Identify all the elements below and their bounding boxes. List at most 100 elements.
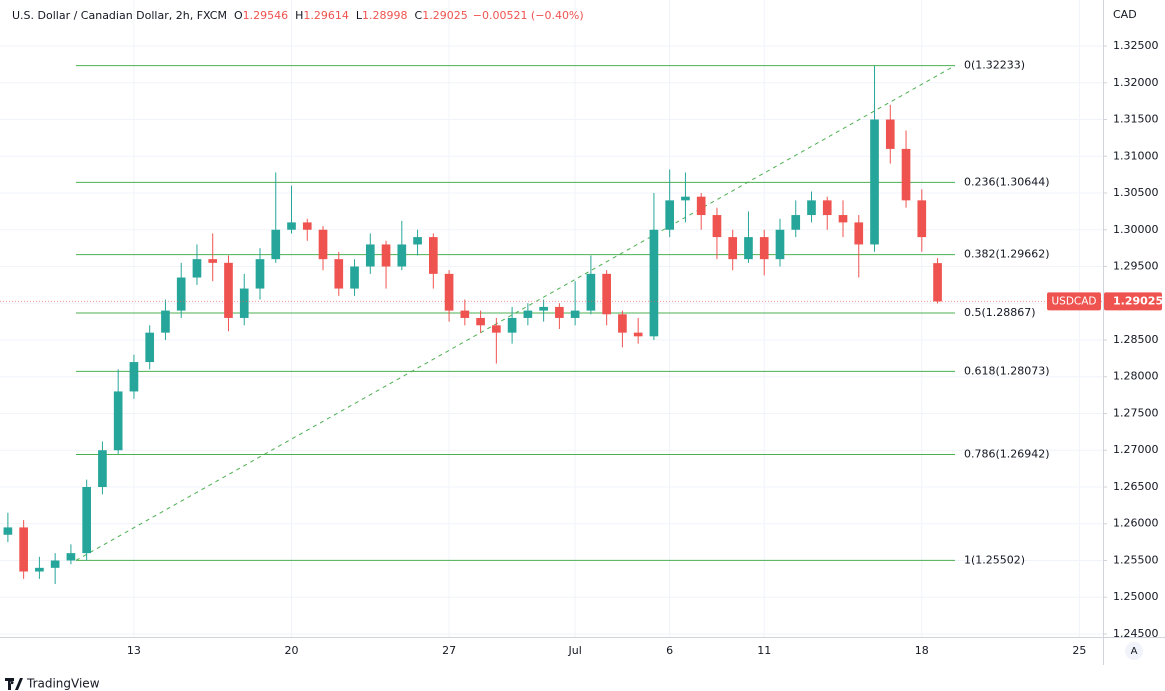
- x-tick-label: 6: [666, 644, 673, 657]
- legend-field-label: C: [415, 9, 423, 22]
- candle-body: [555, 306, 564, 318]
- y-tick-label: 1.26000: [1113, 517, 1159, 530]
- fib-level-label: 0.236(1.30644): [964, 175, 1050, 188]
- candle-body: [19, 527, 28, 572]
- candle-body: [681, 196, 690, 201]
- legend-header: U.S. Dollar / Canadian Dollar, 2h, FXCM O…: [12, 9, 584, 22]
- candle-body: [334, 259, 344, 289]
- candle-body: [302, 222, 312, 230]
- candle-body: [854, 222, 864, 245]
- y-tick-label: 1.32000: [1113, 76, 1159, 89]
- x-tick-label: Jul: [567, 644, 581, 657]
- price-tag-label: 1.29025: [1113, 294, 1163, 307]
- y-tick-label: 1.28500: [1113, 333, 1159, 346]
- candle-body: [728, 237, 738, 260]
- candle-body: [3, 527, 13, 535]
- y-tick-label: 1.30000: [1113, 223, 1159, 236]
- candle-body: [759, 237, 769, 260]
- candle-body: [507, 317, 517, 333]
- brand-logo[interactable]: [5, 678, 23, 690]
- fib-trend-line: [75, 65, 956, 561]
- candle-body: [271, 229, 281, 260]
- candle-body: [618, 314, 627, 333]
- candle-body: [318, 229, 328, 260]
- legend-field-value: 1.29614: [303, 9, 349, 22]
- x-tick-label: 18: [915, 644, 929, 657]
- legend-field-value: −0.00521 (−0.40%): [473, 9, 584, 22]
- y-tick-label: 1.27000: [1113, 443, 1159, 456]
- symbol-tag-label: USDCAD: [1051, 295, 1096, 307]
- y-tick-label: 1.28000: [1113, 370, 1159, 383]
- y-tick-label: 1.26500: [1113, 480, 1159, 493]
- legend-field-value: 1.29546: [243, 9, 289, 22]
- symbol-tag: [1047, 292, 1101, 311]
- y-tick-label: 1.30500: [1113, 186, 1159, 199]
- candle-body: [239, 288, 249, 318]
- brand-name[interactable]: TradingView: [26, 677, 100, 691]
- candle-body: [885, 119, 895, 149]
- price-tag: [1104, 292, 1162, 311]
- y-tick-label: 1.29500: [1113, 260, 1159, 273]
- scale-button-bg[interactable]: [1125, 642, 1143, 660]
- candle-body: [192, 259, 202, 278]
- candle-body: [381, 244, 391, 267]
- candle-body: [255, 259, 265, 289]
- legend-title: U.S. Dollar / Canadian Dollar, 2h, FXCM: [12, 9, 227, 22]
- fib-level-label: 0(1.32233): [964, 59, 1025, 72]
- candle-body: [523, 310, 533, 318]
- candles: [3, 65, 942, 585]
- candle-body: [444, 273, 454, 311]
- scale-button[interactable]: A: [1125, 642, 1143, 660]
- candle-body: [208, 259, 218, 263]
- candle-body: [350, 266, 359, 289]
- fibonacci-retracement: 0(1.32233) 0.236(1.30644) 0.382(1.29662) 0.…: [75, 59, 1050, 566]
- y-tick-label: 1.27500: [1113, 406, 1159, 419]
- candle-body: [917, 200, 927, 238]
- candle-body: [492, 325, 501, 333]
- candle-body: [50, 560, 60, 568]
- candle-body: [145, 332, 155, 363]
- fib-level-label: 0.786(1.26942): [964, 448, 1050, 461]
- y-tick-label: 1.25000: [1113, 590, 1159, 603]
- candle-body: [586, 273, 596, 311]
- y-tick-label: 1.24500: [1113, 627, 1159, 640]
- candle-body: [397, 244, 407, 267]
- candle-body: [807, 200, 816, 216]
- candle-body: [791, 215, 801, 230]
- time-axis: 13 20 27 Jul 6 11 18 25: [127, 644, 1086, 657]
- legend-field-label: H: [295, 9, 303, 22]
- candle-body: [428, 237, 438, 274]
- x-tick-label: 13: [127, 644, 141, 657]
- brand[interactable]: TradingView: [5, 677, 100, 691]
- fib-level-label: 0.382(1.29662): [964, 248, 1050, 261]
- candle-body: [649, 229, 659, 337]
- candle-body: [413, 237, 422, 245]
- y-tick-label: 1.32500: [1113, 39, 1159, 52]
- legend-field-value: 1.29025: [422, 9, 468, 22]
- candle-body: [460, 310, 470, 318]
- candle-body: [476, 317, 485, 326]
- candle-body: [539, 306, 548, 311]
- candle-body: [287, 222, 296, 230]
- legend-field-label: O: [234, 9, 243, 22]
- y-tick-label: 1.25500: [1113, 553, 1159, 566]
- candle-body: [161, 310, 170, 333]
- x-tick-label: 27: [442, 644, 456, 657]
- candle-body: [98, 450, 107, 487]
- candle-body: [66, 553, 76, 561]
- candle-body: [838, 215, 848, 223]
- candle-body: [696, 196, 706, 216]
- candle-body: [35, 567, 44, 572]
- x-tick-label: 20: [285, 644, 299, 657]
- legend-field-value: 1.28998: [362, 9, 408, 22]
- price-axis: 1.24500 1.25000 1.25500 1.26000 1.26500 1.270…: [1103, 39, 1159, 640]
- candle-body: [113, 391, 123, 451]
- legend-field-label: L: [356, 9, 363, 22]
- candle-body: [775, 229, 785, 260]
- candle-body: [224, 262, 233, 318]
- scale-button-label[interactable]: A: [1131, 646, 1138, 657]
- candle-body: [933, 263, 942, 302]
- candle-body: [712, 215, 722, 238]
